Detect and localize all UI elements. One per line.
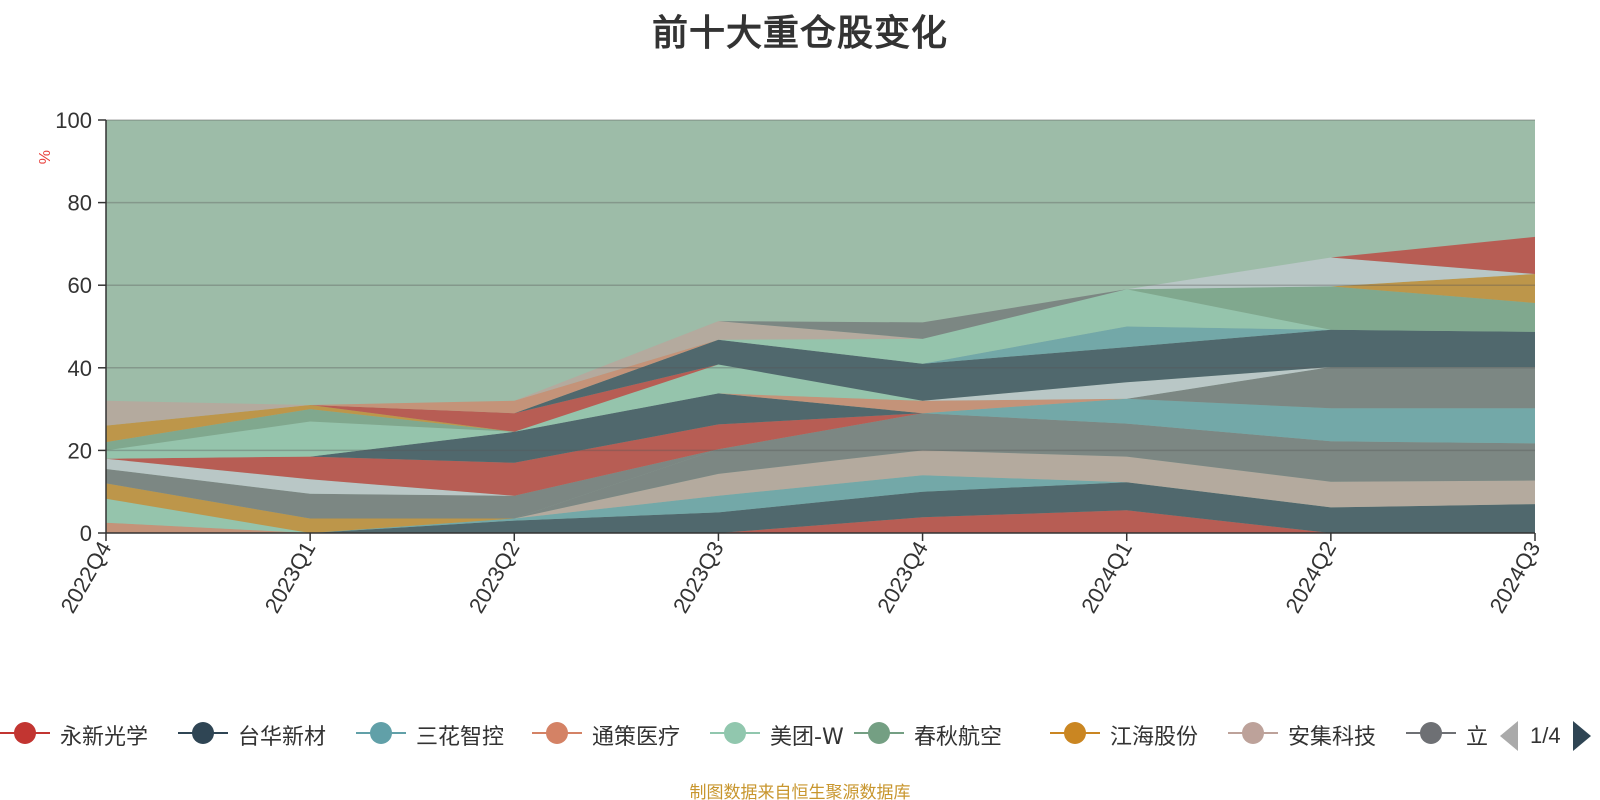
legend-label: 通策医疗 xyxy=(592,725,681,750)
legend-item-台华新材[interactable]: 台华新材 xyxy=(178,715,348,751)
y-axis-label: % xyxy=(37,150,54,164)
x-tick-label: 2024Q2 xyxy=(1280,537,1341,617)
legend-item-美团-W[interactable]: 美团-W xyxy=(710,715,880,751)
x-tick-label: 2023Q3 xyxy=(668,537,729,617)
area-series-s30[interactable] xyxy=(106,257,1535,406)
legend-page-indicator: 1/4 xyxy=(1530,723,1561,748)
legend-item-立[interactable]: 立 xyxy=(1406,715,1496,751)
legend-marker-icon xyxy=(192,722,214,744)
area-series-s27[interactable] xyxy=(106,274,1535,405)
y-tick-label: 60 xyxy=(68,273,92,298)
legend-marker-icon xyxy=(14,722,36,744)
area-series-s16[interactable] xyxy=(106,364,1535,451)
legend-marker-icon xyxy=(1064,722,1086,744)
legend-label: 永新光学 xyxy=(60,725,149,750)
legend-label: 台华新材 xyxy=(238,725,327,750)
legend-label: 美团-W xyxy=(770,725,844,750)
legend-marker-icon xyxy=(370,722,392,744)
area-series-s21[interactable] xyxy=(106,364,1535,432)
source-note: 制图数据来自恒生聚源数据库 xyxy=(689,783,911,800)
y-tick-label: 100 xyxy=(55,108,92,133)
area-series-s9[interactable] xyxy=(106,413,1535,519)
legend-label: 立 xyxy=(1466,725,1489,750)
legend-item-通策医疗[interactable]: 通策医疗 xyxy=(532,715,702,751)
y-tick-label: 0 xyxy=(80,521,92,546)
x-tick-label: 2024Q3 xyxy=(1485,537,1546,617)
legend-label: 春秋航空 xyxy=(914,725,1003,750)
area-series-立[interactable] xyxy=(106,413,1535,533)
legend-marker-icon xyxy=(724,722,746,744)
legend-overflow-mask xyxy=(1470,0,1600,40)
area-series-台华新材[interactable] xyxy=(106,482,1535,533)
legend-label: 安集科技 xyxy=(1288,725,1377,750)
area-series xyxy=(106,236,1535,533)
legend-item-三花智控[interactable]: 三花智控 xyxy=(356,715,526,751)
area-series-s26[interactable] xyxy=(106,286,1535,405)
legend-marker-icon xyxy=(1242,722,1264,744)
legend-item-春秋航空[interactable]: 春秋航空 xyxy=(854,715,1024,751)
x-tick-label: 2022Q4 xyxy=(56,537,117,617)
area-series-s25[interactable] xyxy=(106,289,1535,405)
legend-next-icon[interactable] xyxy=(1572,721,1591,751)
area-series-永新光学[interactable] xyxy=(106,510,1535,533)
area-series-s19[interactable] xyxy=(106,364,1535,432)
legend-label: 三花智控 xyxy=(416,725,505,750)
area-series-s12[interactable] xyxy=(106,393,1535,463)
legend-prev-icon[interactable] xyxy=(1500,721,1518,751)
area-series-s22[interactable] xyxy=(106,329,1535,414)
legend-marker-icon xyxy=(546,722,568,744)
area-series-江海股份[interactable] xyxy=(106,413,1535,533)
area-series-安集科技[interactable] xyxy=(106,450,1535,533)
y-tick-label: 20 xyxy=(68,438,92,463)
y-tick-label: 80 xyxy=(68,191,92,216)
legend-label: 江海股份 xyxy=(1110,725,1199,750)
legend-item-安集科技[interactable]: 安集科技 xyxy=(1228,715,1398,751)
legend-marker-icon xyxy=(1420,722,1442,744)
area-series-s15[interactable] xyxy=(106,364,1535,459)
y-tick-label: 40 xyxy=(68,356,92,381)
x-tick-label: 2024Q1 xyxy=(1076,537,1137,617)
x-tick-label: 2023Q2 xyxy=(464,537,525,617)
x-tick-label: 2023Q4 xyxy=(872,537,933,617)
legend-marker-icon xyxy=(868,722,890,744)
legend-item-江海股份[interactable]: 江海股份 xyxy=(1050,715,1220,751)
chart-title: 前十大重仓股变化 xyxy=(651,12,948,53)
legend-item-永新光学[interactable]: 永新光学 xyxy=(0,715,170,751)
legend: 永新光学 台华新材 三花智控 通策医疗 美团-W 春秋航空 江海股份 安集科技 立 xyxy=(0,715,1600,755)
legend-pager: 1/4 xyxy=(1500,718,1591,754)
x-tick-label: 2023Q1 xyxy=(260,537,321,617)
area-series-三花智控[interactable] xyxy=(106,475,1535,533)
area-series-s13[interactable] xyxy=(106,393,1535,459)
area-series-s11[interactable] xyxy=(106,413,1535,496)
area-series-s20[interactable] xyxy=(106,364,1535,432)
area-series-s31[interactable] xyxy=(106,236,1535,405)
grid-lines xyxy=(106,119,1535,452)
